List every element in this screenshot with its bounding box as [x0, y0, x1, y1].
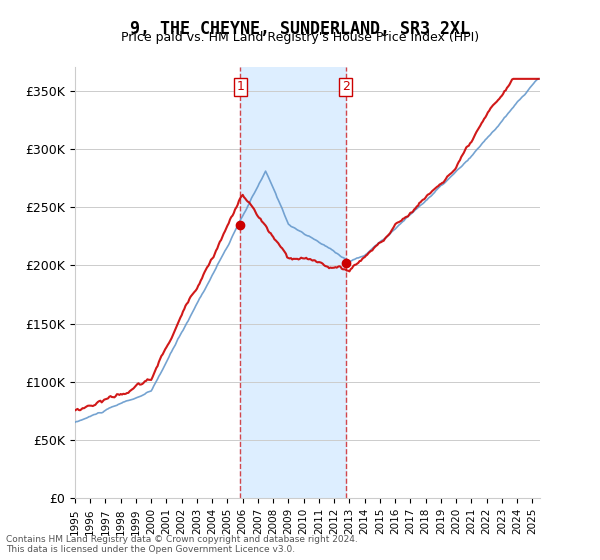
Bar [240, 67, 346, 498]
Text: Price paid vs. HM Land Registry's House Price Index (HPI): Price paid vs. HM Land Registry's House … [121, 31, 479, 44]
Text: Contains HM Land Registry data © Crown copyright and database right 2024.
This d: Contains HM Land Registry data © Crown c… [6, 535, 358, 554]
Text: 9, THE CHEYNE, SUNDERLAND, SR3 2XL: 9, THE CHEYNE, SUNDERLAND, SR3 2XL [130, 20, 470, 38]
Text: 1: 1 [236, 80, 244, 93]
Text: 2: 2 [342, 80, 350, 93]
